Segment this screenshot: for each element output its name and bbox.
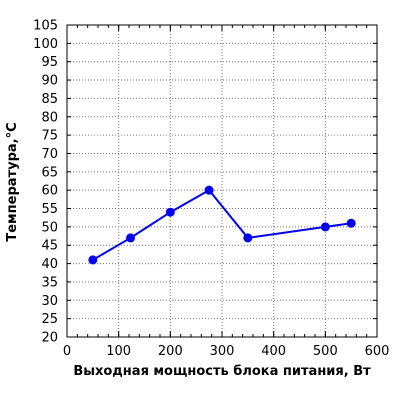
y-tick-label: 105 (33, 19, 58, 34)
x-tick-label: 500 (313, 344, 338, 359)
data-point (320, 222, 330, 232)
x-tick-label: 200 (158, 344, 183, 359)
x-tick-label: 600 (365, 344, 390, 359)
y-tick-label: 25 (41, 312, 58, 327)
x-tick-label: 300 (210, 344, 235, 359)
y-tick-label: 65 (41, 165, 58, 180)
x-tick-label: 100 (106, 344, 131, 359)
y-axis-title: Температура,°C (5, 122, 20, 241)
y-tick-label: 55 (41, 202, 58, 217)
data-point (126, 233, 136, 243)
y-tick-label: 90 (41, 74, 58, 89)
data-point (346, 218, 356, 228)
y-tick-label: 30 (41, 294, 58, 309)
y-tick-label: 20 (41, 331, 58, 346)
y-tick-label: 80 (41, 110, 58, 125)
grid (67, 25, 377, 337)
x-tick-label: 400 (261, 344, 286, 359)
y-tick-label: 95 (41, 55, 58, 70)
y-tick-label: 45 (41, 239, 58, 254)
data-point (204, 185, 214, 195)
data-point (243, 233, 253, 243)
y-tick-label: 85 (41, 92, 58, 107)
series-line (92, 188, 352, 261)
y-tick-label: 75 (41, 129, 58, 144)
x-tick-label: 0 (63, 344, 71, 359)
y-tick-label: 100 (33, 37, 58, 52)
y-tick-label: 70 (41, 147, 58, 162)
y-tick-label: 40 (41, 257, 58, 272)
y-tick-label: 60 (41, 184, 58, 199)
data-point (88, 255, 98, 265)
tick-labels: 0 100 200 300 400 500 600 20 25 30 35 40 45 50 55 60 65 7… (33, 19, 389, 360)
x-axis-title: Выходная мощность блока питания, Вт (73, 364, 371, 379)
y-tick-label: 35 (41, 275, 58, 290)
axes (66, 24, 378, 338)
y-tick-label: 50 (41, 220, 58, 235)
data-point (165, 207, 175, 217)
series (88, 185, 356, 265)
